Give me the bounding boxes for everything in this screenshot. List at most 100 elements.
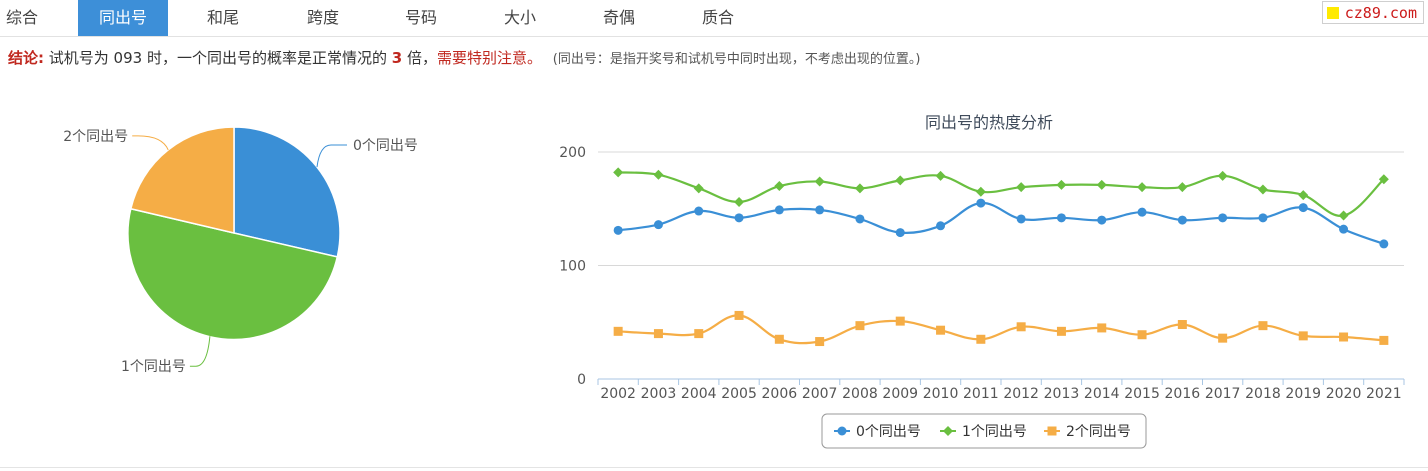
data-point	[936, 221, 946, 231]
data-point	[653, 169, 664, 180]
pie-slice-label: 1个同出号	[121, 359, 186, 375]
x-tick-label: 2016	[1165, 386, 1201, 402]
site-logo[interactable]: cz89.com	[1321, 1, 1424, 24]
y-tick-label: 0	[577, 372, 586, 388]
conclusion-note: (同出号：是指开奖号和试机号中同时出现，不考虑出现的位置。)	[552, 52, 921, 67]
data-point	[1218, 333, 1228, 343]
legend-marker	[1047, 426, 1057, 436]
legend-marker	[943, 426, 953, 436]
x-tick-label: 2020	[1326, 386, 1362, 402]
x-tick-label: 2015	[1124, 386, 1160, 402]
pie-slice	[233, 126, 341, 258]
x-tick-label: 2012	[1003, 386, 1039, 402]
data-point	[1298, 331, 1308, 341]
tab-same-number[interactable]: 同出号	[78, 0, 168, 36]
x-tick-label: 2017	[1205, 386, 1241, 402]
x-tick-label: 2006	[762, 386, 798, 402]
tab-overview[interactable]: 综合	[5, 8, 38, 27]
x-tick-label: 2007	[802, 386, 838, 402]
series-line	[618, 201, 1385, 245]
data-point	[1097, 323, 1107, 333]
x-tick-label: 2010	[923, 386, 959, 402]
data-point	[653, 220, 663, 230]
data-point	[1016, 214, 1026, 224]
pie-slice-label: 0个同出号	[353, 138, 418, 154]
data-point	[653, 329, 663, 339]
data-point	[1378, 174, 1389, 185]
tab-bar: 综合 同出号 和尾 跨度 号码 大小 奇偶 质合 cz89.com	[0, 0, 1428, 37]
x-tick-label: 2014	[1084, 386, 1120, 402]
pie-slice	[129, 126, 235, 234]
pie-chart: 0个同出号 1个同出号 2个同出号	[63, 126, 418, 375]
data-point	[815, 337, 825, 347]
tab-span[interactable]: 跨度	[306, 8, 339, 27]
data-point	[1298, 190, 1309, 201]
x-tick-label: 2019	[1285, 386, 1321, 402]
x-tick-label: 2002	[600, 386, 636, 402]
tab-sum-tail[interactable]: 和尾	[206, 8, 239, 27]
x-tick-label: 2004	[681, 386, 717, 402]
conclusion-multiple: 3	[391, 49, 403, 67]
data-point	[1056, 326, 1066, 336]
data-point	[734, 196, 745, 207]
data-point	[774, 181, 785, 192]
legend-marker	[837, 426, 847, 436]
data-point	[1137, 207, 1147, 217]
x-tick-label: 2021	[1366, 386, 1402, 402]
x-tick-label: 2005	[721, 386, 757, 402]
data-point	[1379, 335, 1389, 345]
data-point	[1258, 213, 1268, 223]
data-point	[1137, 182, 1148, 193]
x-tick-label: 2011	[963, 386, 999, 402]
tab-odd-even[interactable]: 奇偶	[602, 8, 635, 27]
x-tick-label: 2003	[641, 386, 677, 402]
data-point	[1097, 215, 1107, 225]
pie-slice-label: 2个同出号	[63, 129, 128, 145]
tab-prime-composite[interactable]: 质合	[701, 8, 734, 27]
tab-big-small[interactable]: 大小	[503, 8, 536, 27]
data-point	[1056, 179, 1067, 190]
data-point	[1257, 184, 1268, 195]
data-point	[1258, 321, 1268, 331]
x-tick-label: 2009	[882, 386, 918, 402]
data-point	[815, 205, 825, 215]
conclusion-warning: 需要特别注意。	[436, 49, 542, 67]
conclusion-text-b: 倍，	[406, 49, 437, 67]
x-tick-label: 2013	[1044, 386, 1080, 402]
data-point	[1339, 224, 1349, 234]
data-point	[855, 321, 865, 331]
legend-label: 1个同出号	[962, 424, 1027, 440]
data-point	[895, 316, 905, 326]
bottom-divider	[0, 467, 1428, 468]
data-point	[694, 206, 704, 216]
data-point	[935, 170, 946, 181]
data-point	[613, 225, 623, 235]
data-point	[734, 310, 744, 320]
data-point	[936, 325, 946, 335]
data-point	[895, 228, 905, 238]
conclusion-line: 结论: 试机号为 093 时，一个同出号的概率是正常情况的 3 倍，需要特别注意…	[8, 47, 920, 68]
data-point	[693, 183, 704, 194]
data-point	[774, 205, 784, 215]
x-tick-label: 2018	[1245, 386, 1281, 402]
data-point	[855, 214, 865, 224]
data-point	[1177, 320, 1187, 330]
data-point	[1096, 179, 1107, 190]
legend-label: 0个同出号	[856, 424, 921, 440]
data-point	[1379, 239, 1389, 249]
x-tick-label: 2008	[842, 386, 878, 402]
legend-box	[821, 413, 1147, 449]
data-point	[694, 329, 704, 339]
data-point	[613, 167, 624, 178]
data-point	[1217, 170, 1228, 181]
data-point	[774, 334, 784, 344]
legend-label: 2个同出号	[1066, 424, 1131, 440]
series-line	[618, 314, 1384, 345]
data-point	[1338, 210, 1349, 221]
data-point	[1218, 213, 1228, 223]
data-point	[976, 334, 986, 344]
data-point	[1137, 330, 1147, 340]
data-point	[1016, 182, 1027, 193]
tab-number[interactable]: 号码	[404, 8, 437, 27]
